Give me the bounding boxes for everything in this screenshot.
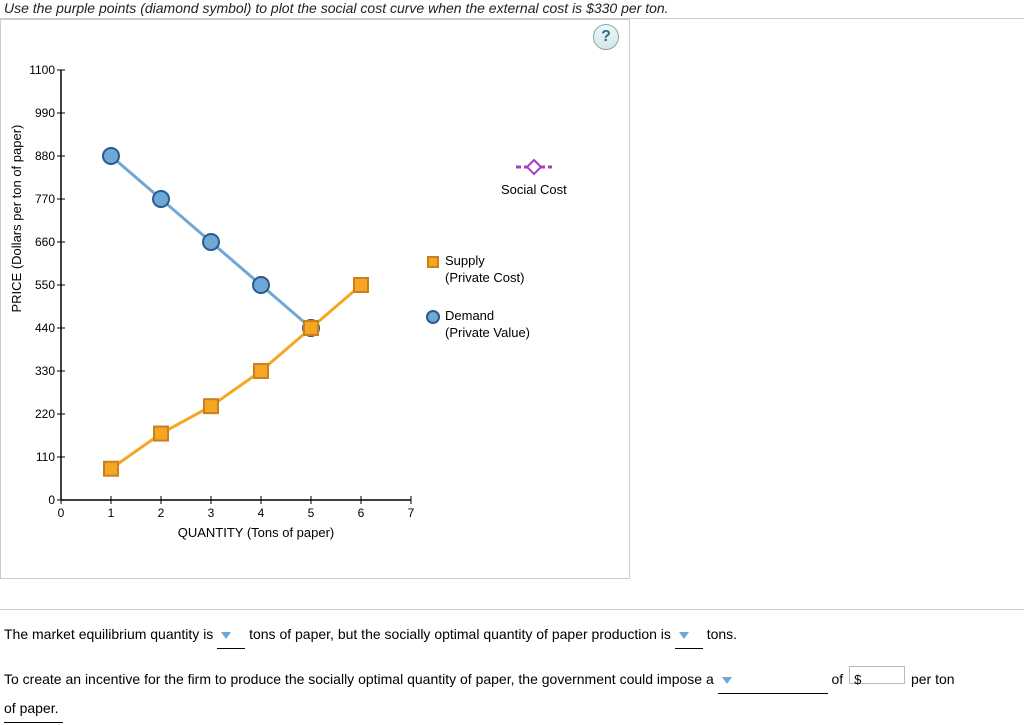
chevron-down-icon	[722, 677, 732, 684]
chart-plot[interactable]: 01102203304405506607708809901100 0123456…	[61, 70, 411, 500]
legend-demand-label1: Demand	[445, 308, 494, 323]
instruction-text: Use the purple points (diamond symbol) t…	[0, 0, 1024, 19]
y-axis-label: PRICE (Dollars per ton of paper)	[9, 125, 24, 313]
xtick-label: 2	[158, 506, 165, 520]
ytick-label: 1100	[19, 63, 55, 77]
q2-text-2: of	[832, 671, 844, 687]
legend-supply-label1: Supply	[445, 253, 485, 268]
question-1: The market equilibrium quantity is tons …	[0, 609, 1024, 651]
q2-text-3: per ton	[911, 671, 955, 687]
chevron-down-icon	[221, 632, 231, 639]
xtick-label: 4	[258, 506, 265, 520]
q1-text-1: The market equilibrium quantity is	[4, 626, 213, 642]
ytick-label: 440	[19, 321, 55, 335]
q1-dropdown-2[interactable]	[675, 620, 703, 649]
ytick-label: 660	[19, 235, 55, 249]
ytick-label: 0	[19, 493, 55, 507]
xtick-label: 6	[358, 506, 365, 520]
ytick-label: 330	[19, 364, 55, 378]
ytick-label: 770	[19, 192, 55, 206]
question-2: To create an incentive for the firm to p…	[0, 651, 1024, 725]
xtick-label: 0	[58, 506, 65, 520]
legend-demand-label2: (Private Value)	[445, 325, 530, 340]
q1-text-3: tons.	[707, 626, 737, 642]
ytick-label: 110	[19, 450, 55, 464]
legend-social-label: Social Cost	[501, 182, 567, 197]
q2-amount-input[interactable]: $	[849, 666, 905, 684]
xtick-label: 7	[408, 506, 415, 520]
graph-panel: ? 01102203304405506607708809901100 01234…	[0, 19, 630, 579]
q2-text-1: To create an incentive for the firm to p…	[4, 671, 714, 687]
legend-demand: Demand (Private Value)	[425, 308, 530, 341]
ytick-label: 990	[19, 106, 55, 120]
q1-dropdown-1[interactable]	[217, 620, 245, 649]
xtick-label: 5	[308, 506, 315, 520]
q1-text-2: tons of paper, but the socially optimal …	[249, 626, 671, 642]
chevron-down-icon	[679, 632, 689, 639]
legend-supply-label2: (Private Cost)	[445, 270, 524, 285]
ytick-label: 220	[19, 407, 55, 421]
ytick-label: 550	[19, 278, 55, 292]
legend-social-cost: Social Cost	[501, 158, 567, 198]
chart-svg	[61, 70, 411, 500]
ytick-label: 880	[19, 149, 55, 163]
q2-dropdown-1[interactable]	[718, 665, 828, 694]
xtick-label: 3	[208, 506, 215, 520]
xtick-label: 1	[108, 506, 115, 520]
x-axis-label: QUANTITY (Tons of paper)	[81, 525, 431, 540]
help-button[interactable]: ?	[593, 24, 619, 50]
legend-supply: Supply (Private Cost)	[425, 253, 524, 286]
